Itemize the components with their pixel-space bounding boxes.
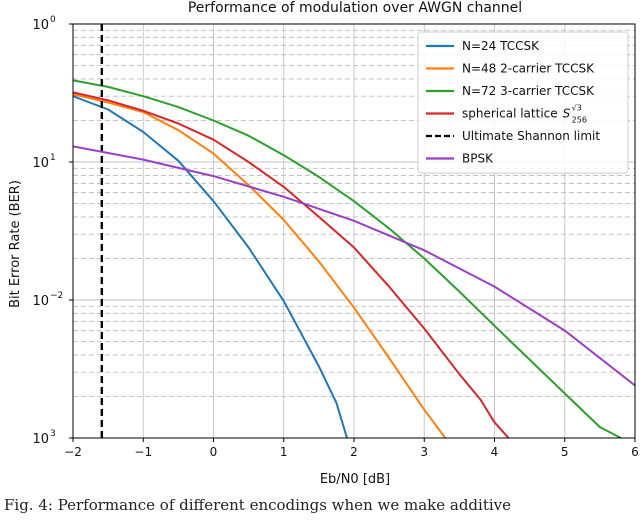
series-line-2 xyxy=(73,79,622,438)
legend-box xyxy=(417,31,629,174)
x-tick-label: 4 xyxy=(491,445,499,459)
x-tick-label: 2 xyxy=(350,445,358,459)
legend-label-4: Ultimate Shannon limit xyxy=(462,129,600,143)
y-tick-exponent: 3 xyxy=(50,429,56,439)
x-tick-label: −2 xyxy=(64,445,82,459)
x-tick-label: 1 xyxy=(280,445,288,459)
legend-label-1: N=48 2-carrier TCCSK xyxy=(462,62,595,76)
legend-math-superscript: √3 xyxy=(572,104,582,113)
x-tick-label: 5 xyxy=(561,445,569,459)
y-tick-exponent: −2 xyxy=(50,291,63,301)
series-line-0 xyxy=(73,95,348,438)
series-line-3 xyxy=(73,91,510,438)
y-tick-exponent: 1 xyxy=(50,153,56,163)
y-tick-label: 10 xyxy=(32,294,49,309)
series-line-5 xyxy=(73,145,635,387)
x-tick-label: 3 xyxy=(420,445,428,459)
y-tick-exponent: 0 xyxy=(50,15,56,25)
ber-chart: Performance of modulation over AWGN chan… xyxy=(8,0,639,487)
y-tick-label: 10 xyxy=(32,432,49,447)
legend-label-0: N=24 TCCSK xyxy=(462,39,540,53)
series-line-1 xyxy=(73,93,447,438)
legend-math-subscript: 256 xyxy=(572,116,587,125)
legend: N=24 TCCSK N=48 2-carrier TCCSK N=72 3-car… xyxy=(417,31,629,174)
axis-ticks: −2 −1 0 1 2 3 4 5 610 010 110 −210 3 xyxy=(32,15,638,459)
figure-caption: Fig. 4: Performance of different encodin… xyxy=(4,496,511,514)
x-axis-label: Eb/N0 [dB] xyxy=(320,472,390,487)
y-axis-label: Bit Error Rate (BER) xyxy=(8,180,23,308)
legend-label-3: spherical lattice xyxy=(462,107,558,121)
legend-label-5: BPSK xyxy=(462,152,494,166)
x-tick-label: −1 xyxy=(134,445,152,459)
y-tick-label: 10 xyxy=(32,156,49,171)
x-tick-label: 0 xyxy=(210,445,218,459)
legend-label-2: N=72 3-carrier TCCSK xyxy=(462,84,595,98)
legend-math-symbol: S xyxy=(563,107,571,121)
series-layer xyxy=(73,24,635,438)
chart-title: Performance of modulation over AWGN chan… xyxy=(188,0,522,16)
x-tick-label: 6 xyxy=(631,445,639,459)
y-tick-label: 10 xyxy=(32,18,49,33)
